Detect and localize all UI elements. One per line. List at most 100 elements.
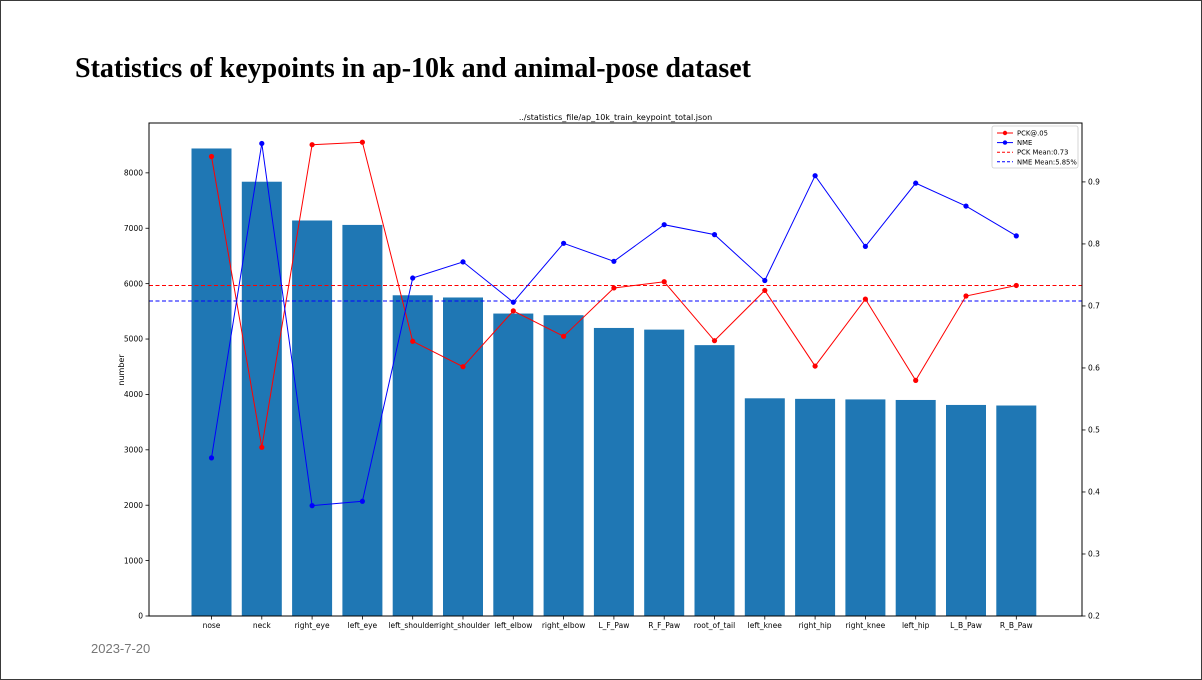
series-point-PCK@.05-R_F_Paw [661, 279, 667, 285]
bar-right_hip [795, 398, 836, 616]
series-point-PCK@.05-L_F_Paw [611, 285, 617, 291]
y-tick-label: 2000 [124, 501, 143, 510]
bar-left_shoulder [392, 295, 433, 616]
bar-L_F_Paw [593, 327, 634, 616]
series-point-NME-left_shoulder [410, 275, 416, 281]
axes-layer: nose neck right_eye left_eye left_shoulder ri… [124, 169, 1100, 630]
y2-tick-label: 0.8 [1088, 240, 1100, 249]
x-tick-label: right_shoulder [436, 621, 491, 630]
series-point-PCK@.05-neck [259, 444, 265, 450]
bar-L_B_Paw [946, 404, 986, 616]
bar-right_elbow [543, 315, 584, 616]
series-point-NME-L_F_Paw [611, 258, 617, 264]
y2-tick-label: 0.2 [1088, 612, 1100, 621]
chart-title: ../statistics_file/ap_10k_train_keypoint… [519, 113, 712, 122]
legend-label: PCK@.05 [1017, 130, 1048, 138]
series-point-NME-left_knee [762, 277, 768, 284]
series-point-PCK@.05-left_eye [359, 139, 365, 145]
series-point-PCK@.05-root_of_tail [711, 338, 718, 344]
bar-right_knee [845, 399, 886, 616]
series-point-NME-L_B_Paw [963, 203, 969, 209]
x-tick-label: left_hip [902, 621, 930, 630]
series-point-NME-right_shoulder [460, 259, 466, 265]
bar-left_hip [895, 399, 936, 616]
bar-neck [241, 181, 282, 616]
bar-root_of_tail [694, 345, 735, 616]
bar-right_eye [292, 220, 333, 617]
series-point-NME-R_F_Paw [661, 222, 667, 228]
bar-left_elbow [493, 313, 534, 616]
legend-label: NME [1017, 139, 1032, 147]
y2-tick-label: 0.7 [1088, 302, 1100, 311]
series-point-NME-neck [259, 140, 265, 147]
y2-tick-label: 0.5 [1088, 426, 1100, 435]
series-point-NME-left_eye [359, 498, 365, 504]
bars-layer [191, 148, 1037, 617]
y-tick-label: 8000 [124, 169, 143, 178]
series-point-NME-right_eye [309, 503, 315, 509]
x-tick-label: left_elbow [494, 621, 532, 630]
slide-date: 2023-7-20 [91, 641, 151, 656]
x-tick-label: right_hip [799, 621, 832, 630]
y-axis-label: number [117, 354, 126, 386]
series-point-PCK@.05-nose [208, 153, 215, 160]
x-tick-label: left_knee [748, 621, 783, 630]
x-tick-label: root_of_tail [694, 621, 735, 630]
series-point-PCK@.05-right_eye [309, 142, 315, 148]
y-tick-label: 0 [138, 612, 143, 621]
x-tick-label: L_F_Paw [598, 621, 629, 630]
legend-label: PCK Mean:0.73 [1017, 149, 1068, 157]
y-tick-label: 4000 [124, 390, 143, 399]
x-tick-label: right_elbow [542, 621, 586, 630]
x-tick-label: neck [253, 621, 271, 630]
x-tick-label: R_B_Paw [1000, 621, 1033, 630]
lines-layer [149, 139, 1082, 509]
series-point-NME-right_hip [812, 173, 818, 179]
bar-R_F_Paw [644, 329, 685, 616]
series-point-PCK@.05-right_hip [812, 363, 818, 369]
legend-label: NME Mean:5.85% [1017, 158, 1077, 166]
y-tick-label: 7000 [124, 224, 143, 233]
series-point-PCK@.05-left_knee [762, 287, 768, 294]
x-tick-label: left_eye [348, 621, 378, 630]
x-tick-label: left_shoulder [388, 621, 437, 630]
series-point-NME-R_B_Paw [1013, 233, 1019, 239]
series-point-NME-left_elbow [510, 299, 516, 305]
series-point-NME-left_hip [913, 180, 919, 186]
series-point-PCK@.05-left_shoulder [410, 338, 416, 344]
y2-tick-label: 0.3 [1088, 550, 1100, 559]
series-point-NME-nose [208, 455, 215, 461]
series-point-PCK@.05-left_hip [913, 377, 919, 383]
legend-marker [1002, 130, 1008, 136]
y2-tick-label: 0.9 [1088, 178, 1100, 187]
bar-right_shoulder [443, 297, 483, 616]
series-point-NME-root_of_tail [711, 232, 718, 238]
legend-marker [1002, 140, 1008, 145]
x-tick-label: right_eye [295, 621, 330, 630]
x-tick-label: L_B_Paw [950, 621, 982, 630]
y-tick-label: 3000 [124, 446, 143, 455]
y-tick-label: 1000 [124, 556, 143, 565]
y-tick-label: 6000 [124, 279, 143, 288]
y2-tick-label: 0.4 [1088, 488, 1100, 497]
x-tick-label: R_F_Paw [648, 621, 680, 630]
bar-nose [191, 148, 232, 616]
series-point-PCK@.05-left_elbow [510, 308, 516, 314]
series-point-NME-right_elbow [561, 240, 567, 246]
x-tick-label: nose [203, 621, 221, 630]
series-point-PCK@.05-right_knee [862, 296, 869, 302]
bar-R_B_Paw [996, 405, 1037, 616]
series-point-NME-right_knee [862, 243, 869, 250]
legend-box [991, 125, 1079, 169]
x-tick-label: right_knee [846, 621, 886, 630]
slide-title: Statistics of keypoints in ap-10k and an… [75, 53, 751, 84]
bar-left_knee [744, 398, 785, 616]
y-tick-label: 5000 [124, 335, 143, 344]
series-point-PCK@.05-right_shoulder [460, 364, 466, 370]
series-point-PCK@.05-L_B_Paw [963, 293, 969, 299]
bar-left_eye [342, 224, 383, 617]
y2-tick-label: 0.6 [1088, 364, 1100, 373]
plot-frame [148, 122, 1083, 617]
